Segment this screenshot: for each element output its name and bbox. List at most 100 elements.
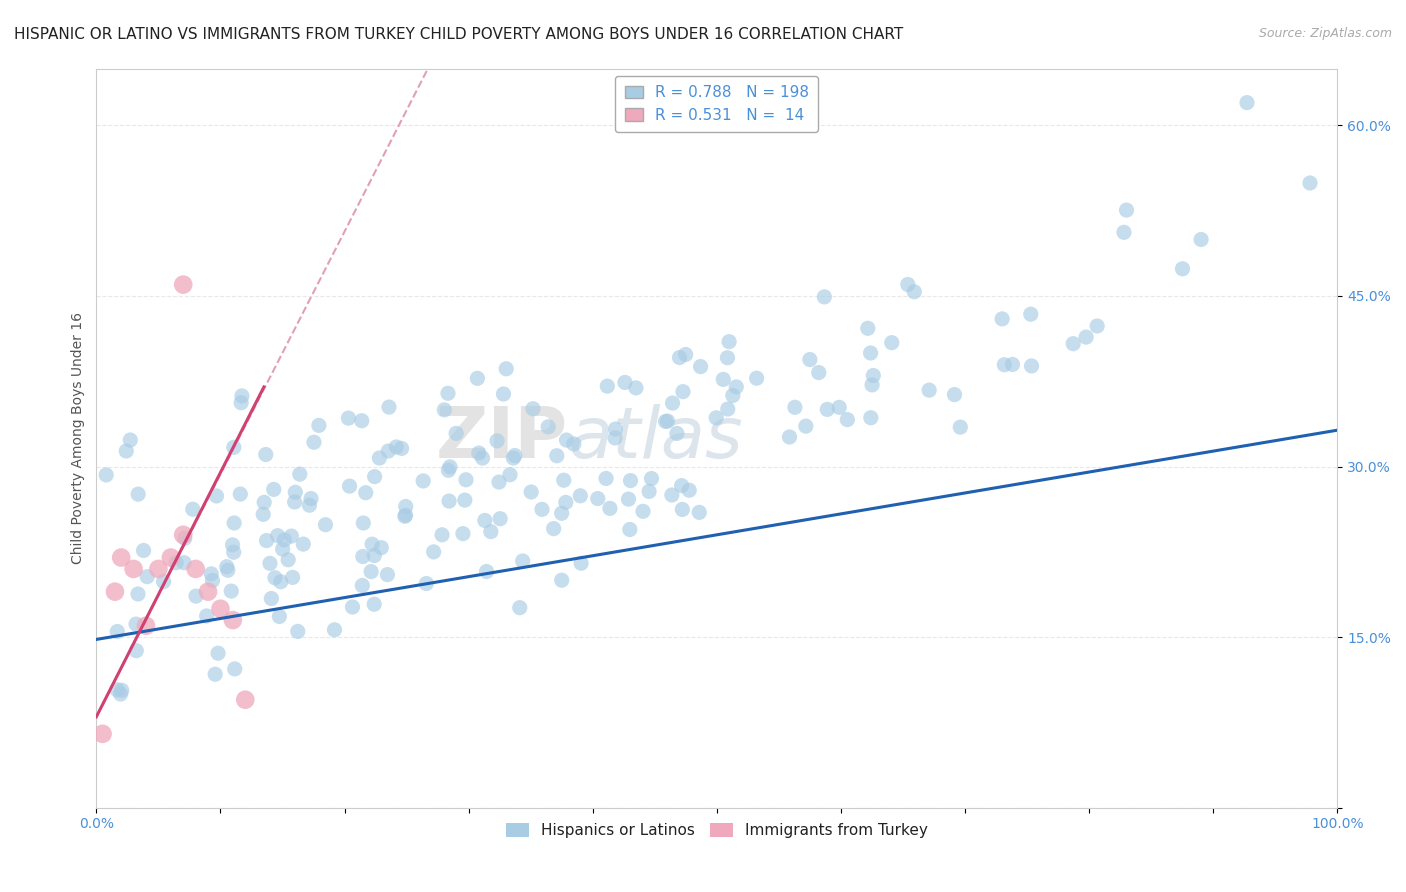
Point: [197, 584, 219, 599]
Point: [537, 420, 560, 434]
Point: [444, 426, 467, 441]
Point: [181, 502, 204, 516]
Point: [918, 383, 941, 397]
Point: [394, 508, 416, 523]
Point: [471, 451, 494, 466]
Point: [209, 601, 232, 615]
Point: [993, 358, 1015, 372]
Point: [284, 495, 307, 509]
Point: [207, 646, 229, 660]
Point: [1236, 95, 1258, 110]
Point: [479, 524, 502, 539]
Point: [619, 523, 641, 537]
Point: [222, 613, 245, 627]
Point: [173, 532, 195, 546]
Point: [415, 576, 437, 591]
Point: [439, 459, 461, 474]
Point: [125, 617, 148, 632]
Point: [115, 444, 138, 458]
Point: [554, 495, 576, 509]
Point: [224, 662, 246, 676]
Point: [264, 571, 287, 585]
Point: [205, 489, 228, 503]
Point: [555, 433, 578, 447]
Point: [96, 467, 118, 482]
Point: [377, 444, 399, 458]
Point: [430, 528, 453, 542]
Point: [631, 504, 654, 518]
Point: [172, 528, 194, 542]
Point: [132, 543, 155, 558]
Point: [718, 334, 741, 349]
Point: [122, 562, 145, 576]
Point: [897, 277, 920, 292]
Point: [1115, 203, 1137, 218]
Point: [783, 401, 806, 415]
Point: [148, 562, 170, 576]
Point: [488, 475, 510, 489]
Point: [654, 414, 676, 428]
Point: [859, 410, 882, 425]
Point: [605, 422, 627, 436]
Point: [1074, 330, 1097, 344]
Point: [280, 529, 302, 543]
Point: [638, 484, 661, 499]
Point: [422, 545, 444, 559]
Point: [270, 574, 292, 589]
Point: [1062, 336, 1084, 351]
Point: [269, 609, 291, 624]
Point: [127, 587, 149, 601]
Point: [880, 335, 903, 350]
Point: [1019, 307, 1042, 321]
Point: [111, 683, 134, 698]
Point: [495, 361, 517, 376]
Point: [204, 667, 226, 681]
Point: [363, 469, 385, 483]
Point: [815, 402, 838, 417]
Point: [475, 565, 498, 579]
Point: [711, 372, 734, 386]
Point: [298, 498, 321, 512]
Point: [352, 549, 374, 564]
Point: [104, 584, 127, 599]
Point: [512, 554, 534, 568]
Point: [794, 419, 817, 434]
Point: [553, 473, 575, 487]
Point: [253, 495, 276, 509]
Point: [231, 395, 253, 409]
Point: [862, 368, 884, 383]
Point: [943, 387, 966, 401]
Point: [378, 400, 401, 414]
Point: [287, 624, 309, 639]
Point: [172, 277, 194, 292]
Point: [837, 412, 859, 426]
Point: [596, 379, 619, 393]
Point: [165, 556, 187, 570]
Point: [91, 727, 114, 741]
Point: [502, 450, 524, 465]
Point: [661, 396, 683, 410]
Point: [222, 545, 245, 559]
Point: [224, 516, 246, 530]
Point: [299, 491, 322, 506]
Point: [252, 508, 274, 522]
Point: [991, 312, 1014, 326]
Point: [323, 623, 346, 637]
Point: [110, 687, 132, 701]
Point: [657, 414, 679, 428]
Point: [259, 557, 281, 571]
Point: [451, 526, 474, 541]
Point: [229, 487, 252, 501]
Point: [569, 556, 592, 570]
Point: [222, 440, 245, 454]
Point: [360, 565, 382, 579]
Point: [799, 352, 821, 367]
Point: [688, 505, 710, 519]
Text: atlas: atlas: [568, 404, 742, 473]
Point: [617, 492, 640, 507]
Point: [807, 366, 830, 380]
Point: [468, 446, 491, 460]
Point: [640, 471, 662, 485]
Point: [721, 388, 744, 402]
Point: [665, 426, 688, 441]
